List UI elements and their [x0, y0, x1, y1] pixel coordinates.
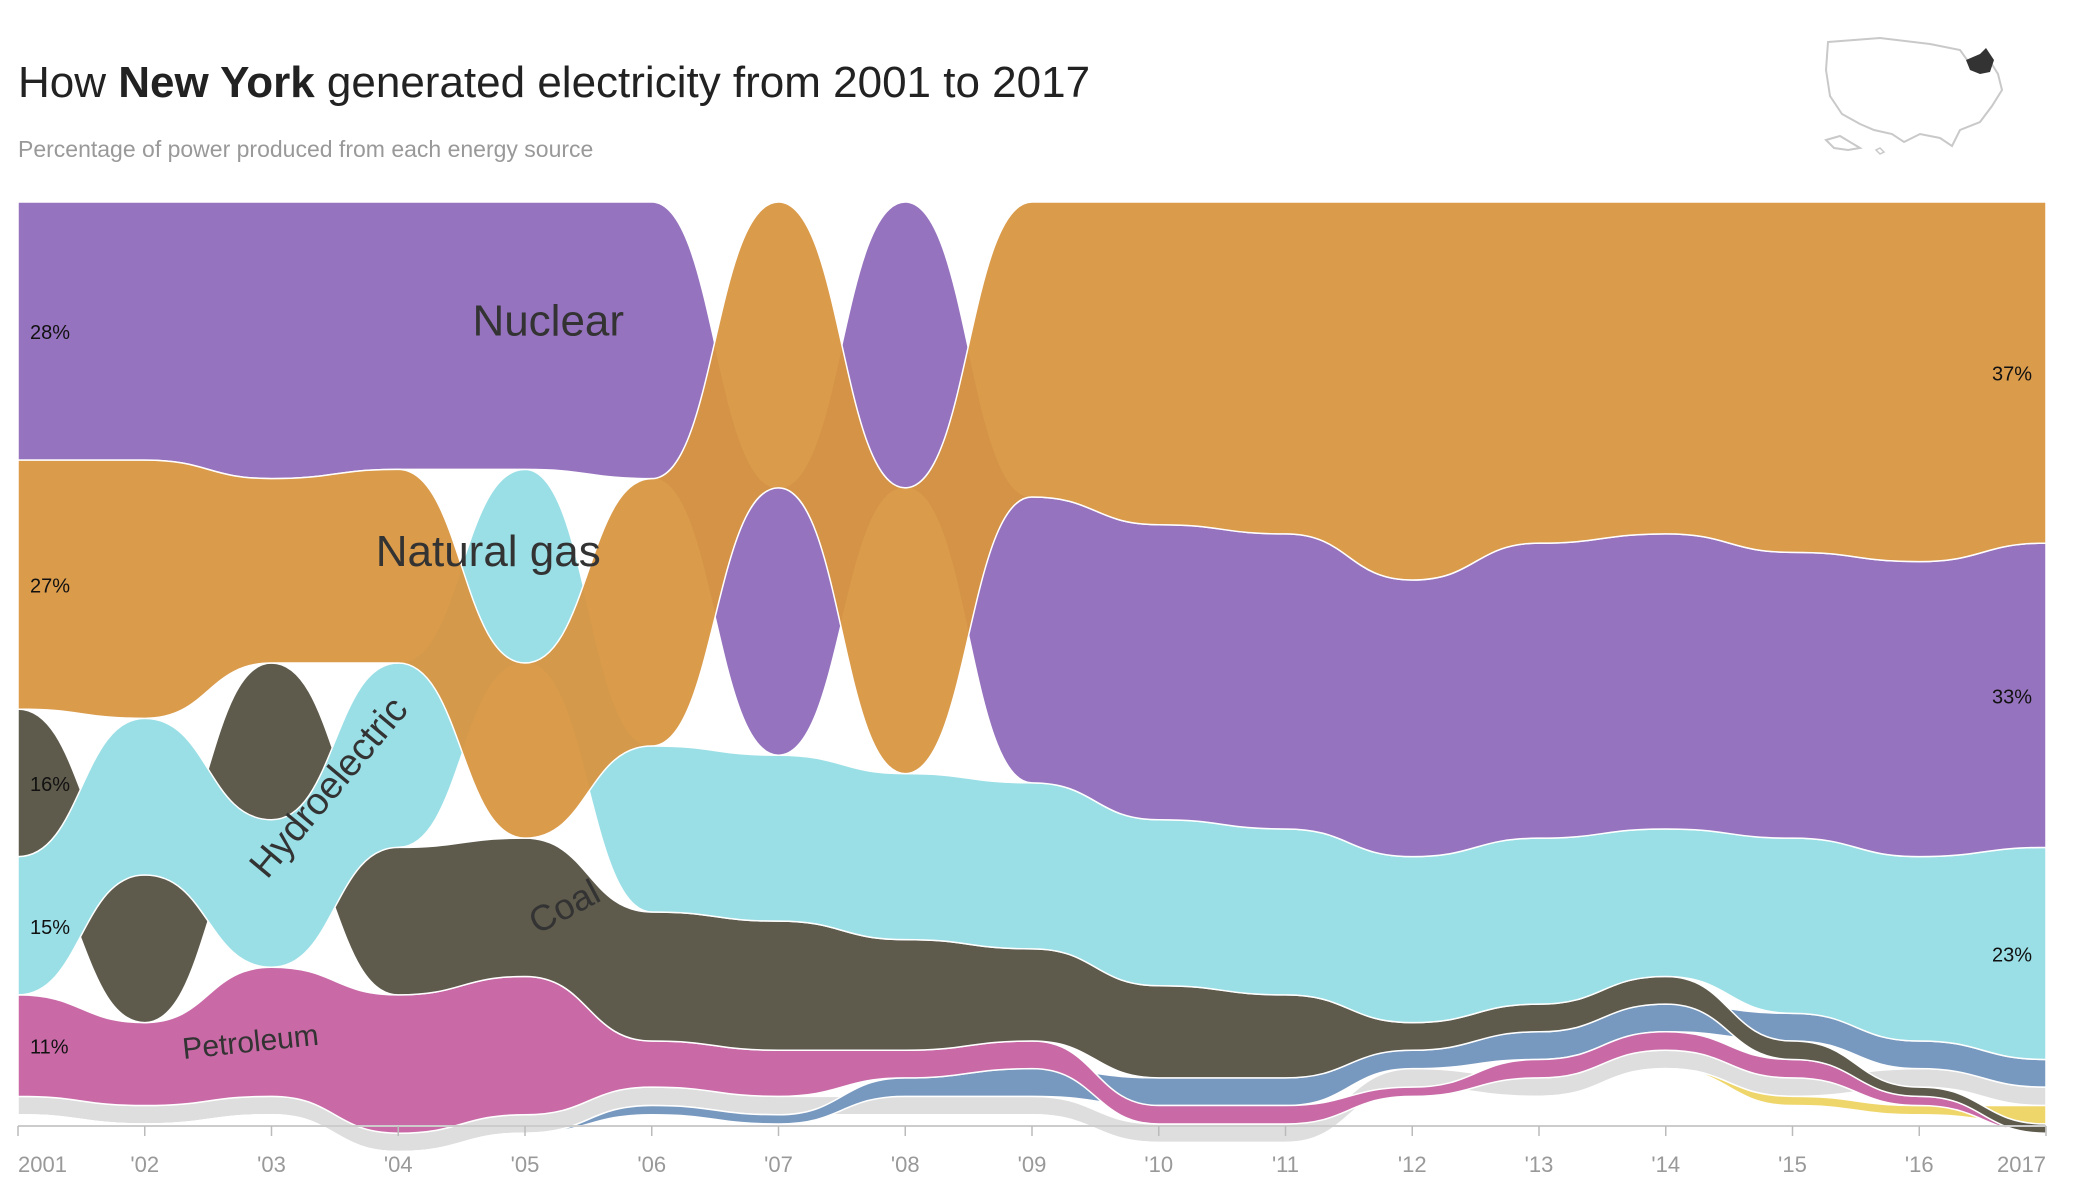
x-tick-label: '13: [1525, 1152, 1554, 1177]
x-tick-label: '15: [1778, 1152, 1807, 1177]
x-tick-label: '10: [1144, 1152, 1173, 1177]
band-coal: [17, 662, 2047, 1134]
title-prefix: How: [18, 58, 119, 107]
x-tick-label: '07: [764, 1152, 793, 1177]
x-tick-label: '16: [1905, 1152, 1934, 1177]
end-pct-label: 33%: [1992, 686, 2032, 708]
x-tick-label: 2001: [18, 1152, 67, 1177]
chart-subtitle: Percentage of power produced from each e…: [18, 136, 594, 162]
end-pct-label: 37%: [1992, 364, 2032, 386]
series-label-natural-gas: Natural gas: [376, 527, 601, 576]
band-natural-gas: [17, 201, 2047, 839]
title-state: New York: [118, 58, 315, 107]
bands-layer: [17, 201, 2047, 1153]
start-pct-label: 15%: [30, 917, 70, 939]
x-tick-label: 2017: [1997, 1152, 2046, 1177]
chart-title: How New York generated electricity from …: [18, 58, 1090, 108]
start-pct-label: 28%: [30, 322, 70, 344]
x-tick-label: '11: [1272, 1152, 1299, 1177]
x-tick-label: '04: [384, 1152, 413, 1177]
us-map-icon: [1824, 36, 2004, 155]
x-tick-label: '05: [511, 1152, 540, 1177]
title-suffix: generated electricity from 2001 to 2017: [314, 58, 1091, 107]
x-tick-label: '03: [257, 1152, 286, 1177]
x-axis: 2001 '02 '03 '04 '05 '06 '07 '08 '09 '10 '11 '12 '13…: [17, 1125, 2047, 1177]
end-pct-label: 23%: [1992, 944, 2032, 966]
band-hydroelectric: [17, 468, 2047, 1061]
x-tick-label: '06: [637, 1152, 666, 1177]
x-tick-label: '08: [891, 1152, 920, 1177]
start-pct-label: 11%: [30, 1037, 69, 1059]
start-pct-label: 27%: [30, 576, 70, 598]
start-pct-label: 16%: [30, 774, 70, 796]
x-tick-label: '14: [1651, 1152, 1680, 1177]
x-tick-label: '12: [1398, 1152, 1427, 1177]
series-label-nuclear: Nuclear: [472, 297, 624, 346]
x-tick-label: '02: [130, 1152, 159, 1177]
x-tick-label: '09: [1018, 1152, 1047, 1177]
